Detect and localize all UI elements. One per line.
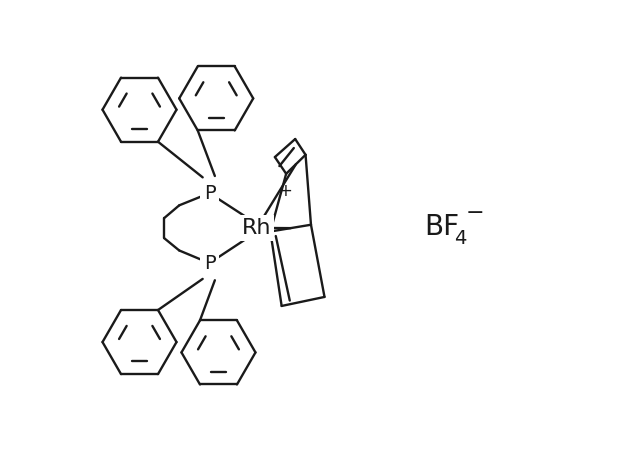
Text: −: −: [465, 203, 484, 223]
Text: 4: 4: [454, 229, 467, 248]
Text: +: +: [278, 182, 292, 200]
Text: Rh: Rh: [242, 218, 271, 238]
Text: BF: BF: [424, 213, 459, 241]
Text: P: P: [204, 184, 215, 202]
Text: P: P: [204, 254, 215, 272]
